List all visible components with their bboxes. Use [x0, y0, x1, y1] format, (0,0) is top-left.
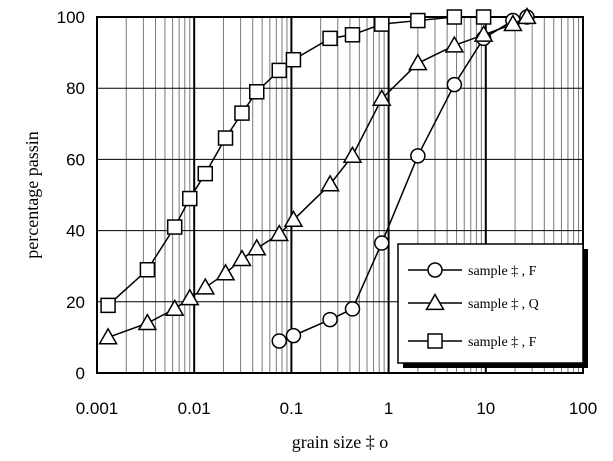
x-axis-label: grain size ‡ o	[292, 432, 388, 452]
data-point-triangle	[408, 53, 428, 71]
data-point-square	[100, 297, 116, 314]
data-point-square	[234, 105, 250, 121]
data-point-triangle	[164, 298, 185, 317]
data-point-circle	[271, 333, 288, 349]
data-point-circle	[285, 327, 302, 344]
series-square	[100, 9, 492, 314]
y-tick-label: 80	[66, 79, 85, 98]
data-point-triangle	[137, 313, 158, 331]
y-axis-label: percentage passin	[22, 131, 42, 258]
series-line-square	[107, 16, 484, 306]
y-tick-label: 20	[66, 293, 85, 312]
legend-entry-label: sample ‡ , F	[468, 335, 537, 350]
tick-labels: 0.001 0.01 0.1 1 10 100 0 20 40 60 80 100	[57, 8, 598, 418]
data-point-triangle	[246, 238, 267, 256]
data-point-square	[182, 190, 198, 207]
data-point-square	[248, 84, 265, 100]
legend-entry-label: sample ‡ , Q	[468, 297, 539, 312]
series-layer	[98, 6, 537, 349]
legend-marker-square	[427, 333, 443, 349]
data-point-triangle	[371, 88, 392, 107]
data-point-square	[373, 16, 390, 32]
data-point-square	[410, 12, 426, 29]
data-point-triangle	[232, 249, 252, 267]
y-tick-label: 100	[57, 8, 85, 27]
y-tick-label: 0	[76, 364, 85, 383]
data-point-square	[475, 9, 492, 25]
data-point-circle	[373, 235, 390, 251]
data-point-square	[197, 165, 214, 182]
x-tick-label: 0.1	[280, 399, 304, 418]
data-point-triangle	[517, 6, 537, 25]
data-point-triangle	[320, 174, 340, 192]
data-point-triangle	[473, 24, 494, 42]
data-point-square	[344, 27, 361, 43]
y-tick-label: 40	[66, 222, 85, 241]
data-point-square	[271, 62, 288, 79]
data-point-circle	[344, 301, 361, 317]
data-point-triangle	[283, 209, 304, 228]
x-tick-label: 1	[384, 399, 393, 418]
x-tick-label: 0.001	[76, 399, 119, 418]
data-point-square	[446, 9, 463, 25]
data-point-triangle	[269, 224, 290, 242]
legend-marker-circle	[427, 262, 443, 278]
data-point-square	[166, 219, 183, 235]
data-point-triangle	[179, 288, 200, 306]
x-tick-label: 0.01	[178, 399, 211, 418]
legend-marker-triangle	[425, 292, 445, 311]
data-point-square	[285, 51, 302, 68]
data-point-triangle	[98, 327, 118, 345]
legend: sample ‡ , F sample ‡ , Q sample ‡ , F	[397, 243, 588, 368]
data-point-square	[139, 262, 156, 278]
legend-entry-label: sample ‡ , F	[468, 264, 537, 279]
series-triangle	[98, 6, 537, 345]
x-tick-label: 10	[476, 399, 495, 418]
data-point-square	[322, 30, 338, 47]
data-point-circle	[322, 311, 338, 328]
data-point-triangle	[444, 35, 465, 53]
data-point-triangle	[503, 14, 523, 32]
data-point-triangle	[342, 145, 363, 163]
y-tick-label: 60	[66, 150, 85, 169]
data-point-square	[217, 130, 234, 146]
x-tick-label: 100	[569, 399, 597, 418]
data-point-circle	[446, 76, 463, 93]
data-point-circle	[410, 148, 426, 164]
axes	[96, 16, 584, 374]
plot-frame	[96, 16, 584, 374]
data-point-triangle	[195, 277, 216, 295]
data-point-triangle	[215, 263, 236, 281]
